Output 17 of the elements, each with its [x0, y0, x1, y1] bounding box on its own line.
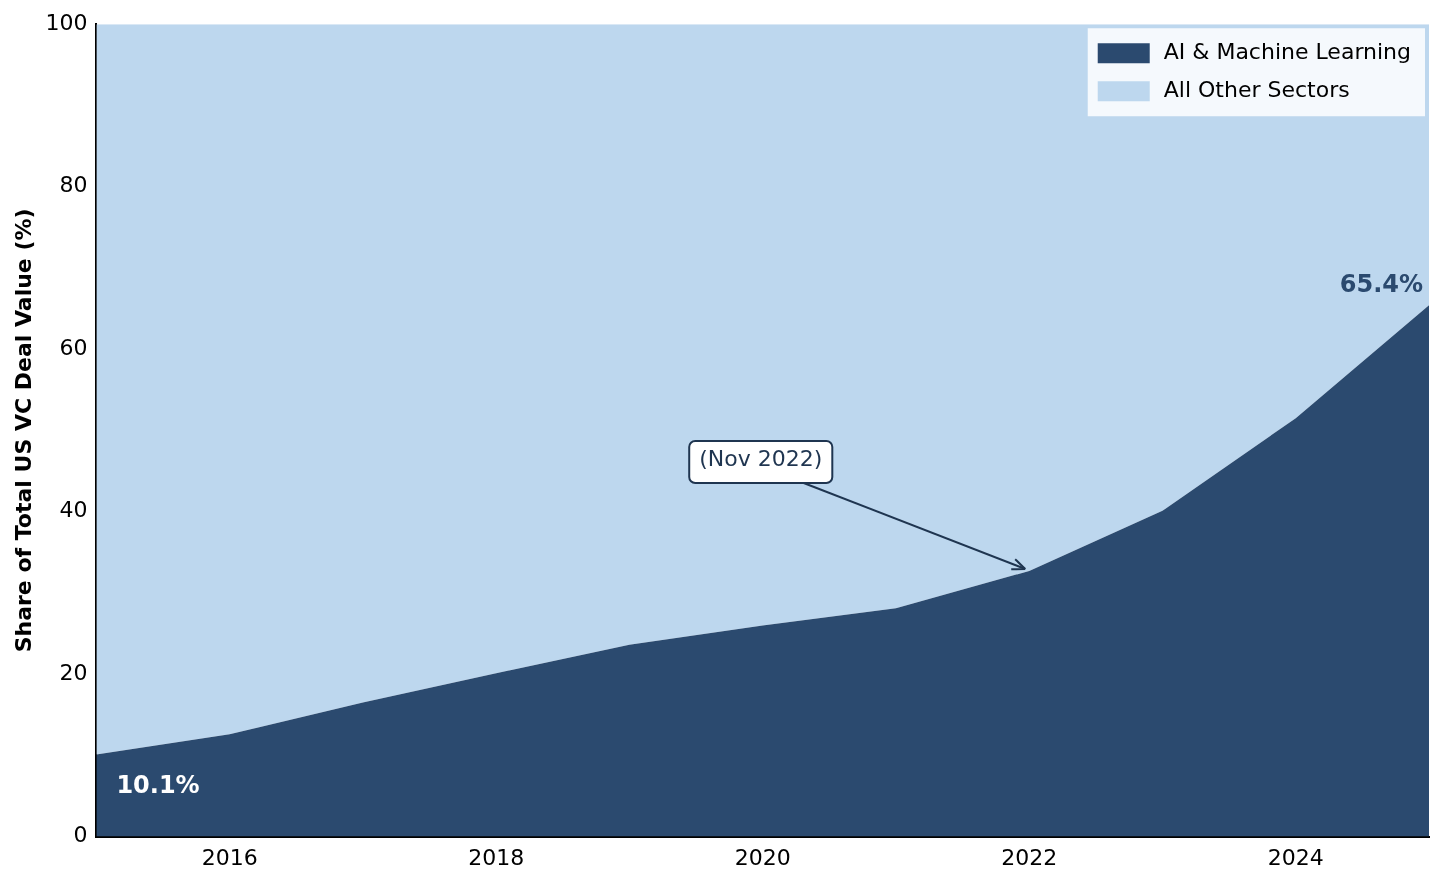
- y-tick-label: 60: [59, 334, 88, 360]
- y-tick-label: 80: [59, 172, 88, 198]
- y-axis-title: Share of Total US VC Deal Value (%): [10, 208, 36, 653]
- x-tick-label: 2018: [468, 844, 525, 870]
- y-tick-label: 40: [59, 497, 88, 523]
- data-label: 10.1%: [116, 770, 200, 799]
- x-tick-label: 2016: [201, 844, 258, 870]
- x-tick-label: 2022: [1001, 844, 1058, 870]
- annotation: (Nov 2022): [699, 445, 823, 471]
- legend-label: All Other Sectors: [1163, 76, 1350, 102]
- y-tick-label: 20: [59, 659, 88, 685]
- y-tick-label: 0: [73, 822, 88, 848]
- data-label: 65.4%: [1339, 269, 1423, 298]
- y-tick-label: 100: [45, 9, 88, 35]
- x-tick-label: 2024: [1267, 844, 1324, 870]
- legend-label: AI & Machine Learning: [1163, 38, 1412, 64]
- x-tick-label: 2020: [734, 844, 791, 870]
